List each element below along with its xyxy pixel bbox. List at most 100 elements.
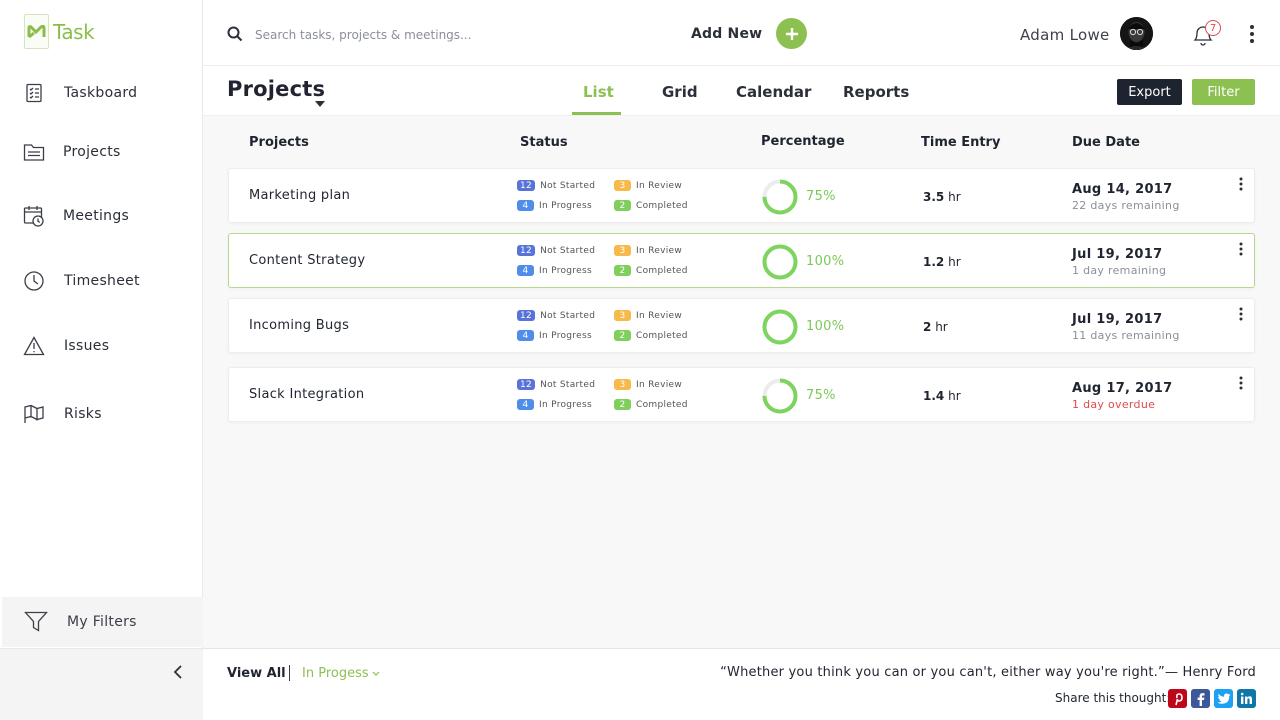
pinterest-icon[interactable] (1168, 689, 1187, 708)
time-entry: 1.2 hr (923, 255, 961, 269)
filter-funnel-icon (24, 611, 48, 637)
project-name[interactable]: Marketing plan (249, 188, 351, 203)
not-started-label: Not Started (540, 310, 596, 321)
completed-label: Completed (636, 399, 688, 410)
twitter-icon[interactable] (1214, 689, 1233, 708)
table-row[interactable]: Slack Integration 12 Not Started 3 In Re… (228, 367, 1255, 422)
logo-mark-icon (24, 14, 49, 49)
due-date: Aug 14, 2017 (1072, 182, 1173, 197)
sidebar-item-taskboard[interactable]: Taskboard (0, 73, 203, 113)
status-in-review: 3 In Review (614, 310, 682, 321)
tab-calendar[interactable]: Calendar (736, 83, 812, 101)
sidebar-item-label: Projects (63, 144, 121, 160)
due-remaining: 1 day remaining (1072, 264, 1167, 277)
search-icon (227, 26, 243, 46)
status-in-review: 3 In Review (614, 180, 682, 191)
view-all-link[interactable]: View All (227, 666, 286, 681)
completed-count: 2 (614, 399, 631, 410)
plus-icon (776, 18, 808, 49)
collapse-sidebar-icon[interactable] (170, 663, 188, 681)
status-in-progress: 4 In Progress (517, 265, 592, 276)
tab-reports[interactable]: Reports (843, 83, 910, 101)
search-input[interactable] (255, 24, 555, 46)
status-completed: 2 Completed (614, 399, 688, 410)
filter-button[interactable]: Filter (1192, 79, 1255, 105)
status-completed: 2 Completed (614, 200, 688, 211)
in-progress-label: In Progress (539, 200, 592, 211)
status-in-review: 3 In Review (614, 245, 682, 256)
completed-label: Completed (636, 200, 688, 211)
status-not-started: 12 Not Started (517, 180, 595, 191)
progress-ring-fill (762, 244, 798, 280)
sidebar-item-issues[interactable]: Issues (0, 326, 203, 366)
share-label: Share this thought: (1055, 691, 1171, 705)
status-in-progress: 4 In Progress (517, 200, 592, 211)
in-review-count: 3 (614, 379, 631, 390)
row-menu-icon[interactable] (1239, 242, 1243, 256)
in-progress-label: In Progress (539, 265, 592, 276)
time-entry-value: 1.2 (923, 255, 945, 269)
completed-label: Completed (636, 330, 688, 341)
in-progress-count: 4 (517, 399, 534, 410)
sidebar-item-timesheet[interactable]: Timesheet (0, 261, 203, 301)
table-row[interactable]: Content Strategy 12 Not Started 3 In Rev… (228, 233, 1255, 288)
my-filters-button[interactable]: My Filters (2, 597, 203, 647)
bell-icon[interactable] (1189, 20, 1217, 48)
time-entry-unit: hr (948, 389, 961, 403)
not-started-count: 12 (517, 310, 536, 321)
sidebar-item-label: Meetings (63, 208, 130, 224)
tab-list[interactable]: List (583, 83, 614, 101)
sidebar: Task Taskboard Projects Meetings Timeshe… (0, 0, 203, 720)
sidebar-item-projects[interactable]: Projects (0, 132, 203, 172)
due-remaining: 22 days remaining (1072, 199, 1180, 212)
time-entry-unit: hr (935, 320, 948, 334)
in-review-label: In Review (636, 180, 683, 191)
folder-icon (22, 140, 46, 164)
due-date: Jul 19, 2017 (1072, 247, 1163, 262)
in-progress-count: 4 (517, 265, 534, 276)
page-title[interactable]: Projects (227, 77, 326, 101)
completed-count: 2 (614, 265, 631, 276)
avatar[interactable] (1120, 17, 1153, 50)
not-started-label: Not Started (540, 180, 596, 191)
app-logo[interactable]: Task (24, 14, 95, 49)
footer-divider (289, 665, 290, 681)
column-header-time-entry: Time Entry (921, 135, 1001, 150)
row-menu-icon[interactable] (1239, 177, 1243, 191)
time-entry-unit: hr (948, 190, 961, 204)
more-menu-icon[interactable] (1249, 24, 1255, 44)
in-review-label: In Review (636, 379, 683, 390)
column-header-due-date: Due Date (1072, 135, 1140, 150)
projects-table: Projects Status Percentage Time Entry Du… (203, 116, 1280, 648)
sidebar-item-label: Taskboard (64, 85, 138, 101)
status-filter-value: In Progess (302, 666, 369, 681)
project-name[interactable]: Incoming Bugs (249, 318, 350, 333)
add-new-button[interactable]: Add New (691, 18, 808, 49)
status-filter-dropdown[interactable]: In Progess (302, 666, 380, 681)
table-row[interactable]: Marketing plan 12 Not Started 3 In Revie… (228, 168, 1255, 223)
percentage-value: 75% (806, 388, 836, 403)
project-name[interactable]: Slack Integration (249, 387, 365, 402)
table-row[interactable]: Incoming Bugs 12 Not Started 3 In Review… (228, 298, 1255, 353)
facebook-icon[interactable] (1191, 689, 1210, 708)
row-menu-icon[interactable] (1239, 307, 1243, 321)
status-not-started: 12 Not Started (517, 310, 595, 321)
progress-ring-fill (762, 378, 798, 414)
linkedin-icon[interactable] (1237, 689, 1256, 708)
status-in-progress: 4 In Progress (517, 399, 592, 410)
progress-ring (762, 378, 798, 414)
taskboard-icon (22, 81, 46, 105)
export-button[interactable]: Export (1117, 79, 1182, 105)
tab-grid[interactable]: Grid (662, 83, 698, 101)
in-review-count: 3 (614, 310, 631, 321)
time-entry: 1.4 hr (923, 389, 961, 403)
user-name[interactable]: Adam Lowe (1020, 26, 1110, 44)
due-remaining: 1 day overdue (1072, 398, 1156, 411)
sidebar-item-risks[interactable]: Risks (0, 394, 203, 434)
sidebar-item-meetings[interactable]: Meetings (0, 196, 203, 236)
chevron-down-icon (372, 671, 380, 676)
caret-down-icon[interactable] (315, 92, 325, 111)
project-name[interactable]: Content Strategy (249, 253, 366, 268)
row-menu-icon[interactable] (1239, 376, 1243, 390)
page-header: Projects List Grid Calendar Reports Expo… (203, 66, 1280, 116)
